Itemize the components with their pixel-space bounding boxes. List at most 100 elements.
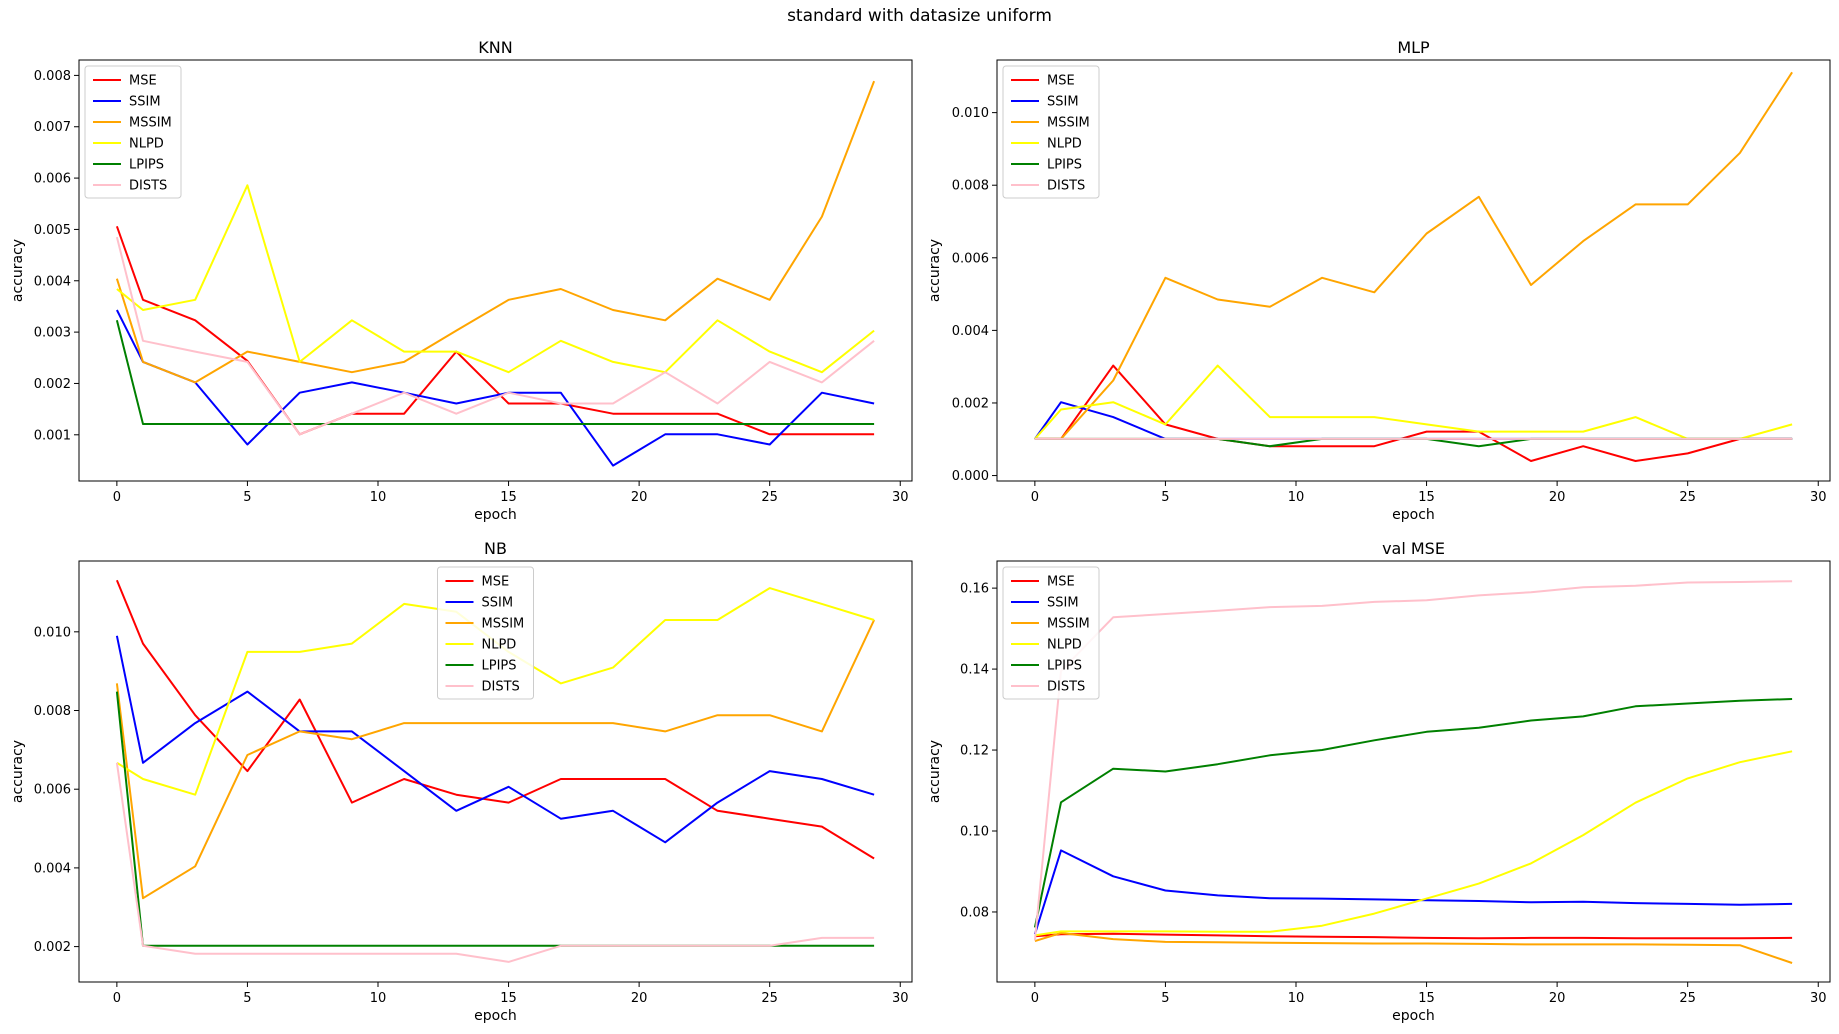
y-tick-label: 0.007	[34, 120, 71, 135]
subplot-title: MLP	[1397, 38, 1430, 57]
y-tick-label: 0.002	[952, 396, 989, 411]
y-tick-label: 0.002	[34, 940, 71, 955]
series-line-dists	[115, 236, 875, 436]
series-line-mssim	[1034, 71, 1793, 440]
x-tick-label: 20	[1549, 490, 1566, 505]
legend-label-mse: MSE	[129, 74, 157, 89]
y-tick-label: 0.006	[34, 172, 71, 187]
y-tick-label: 0.10	[960, 825, 989, 840]
series-line-lpips	[1034, 437, 1793, 448]
legend-label-lpips: LPIPS	[1047, 659, 1082, 674]
x-tick-label: 15	[500, 991, 517, 1006]
x-tick-label: 5	[243, 490, 251, 505]
legend-label-mse: MSE	[1047, 74, 1075, 89]
x-tick-label: 30	[1810, 991, 1827, 1006]
subplot-val-mse: val MSE 0 5 10 15 20 25 30 0.08 0.10 0.12 0.14 0.16 e…	[927, 539, 1831, 1024]
y-tick-label: 0.08	[960, 905, 989, 920]
x-tick-label: 30	[892, 991, 909, 1006]
x-tick-label: 25	[1679, 490, 1696, 505]
legend-label-dists: DISTS	[1047, 680, 1085, 695]
subplot-title: KNN	[478, 38, 512, 57]
x-axis-label: epoch	[474, 1008, 517, 1024]
legend-label-dists: DISTS	[129, 179, 167, 194]
y-axis-label: accuracy	[927, 740, 943, 803]
plot-frame	[996, 560, 1831, 983]
series-line-nlpd	[1034, 750, 1793, 937]
legend-label-ssim: SSIM	[1047, 95, 1079, 110]
series-line-mssim	[115, 80, 876, 384]
y-axis-label: accuracy	[10, 239, 26, 302]
legend: MSE SSIM MSSIM NLPD LPIPS DISTS	[1002, 566, 1100, 700]
y-tick-label: 0.004	[34, 861, 71, 876]
y-axis-label: accuracy	[10, 740, 26, 803]
legend-label-ssim: SSIM	[482, 596, 514, 611]
x-tick-label: 25	[1679, 991, 1696, 1006]
x-tick-label: 30	[892, 490, 909, 505]
series-line-dists	[115, 762, 875, 963]
y-tick-label: 0.008	[34, 69, 71, 84]
x-tick-label: 10	[1288, 991, 1305, 1006]
legend: MSE SSIM MSSIM NLPD LPIPS DISTS	[437, 566, 534, 700]
x-tick-label: 0	[113, 490, 121, 505]
series-line-mssim	[1034, 932, 1793, 964]
subplot-knn: KNN 0 5 10 15 20 25 30 0.001 0.002 0.003 0.004 0.005…	[10, 38, 913, 523]
legend-label-nlpd: NLPD	[482, 638, 517, 653]
subplot-title: NB	[484, 539, 507, 558]
legend-label-mssim: MSSIM	[1047, 617, 1090, 632]
x-axis-label: epoch	[474, 507, 517, 523]
x-tick-label: 10	[1288, 490, 1305, 505]
x-tick-label: 5	[1161, 490, 1169, 505]
legend-label-mse: MSE	[1047, 575, 1075, 590]
series-line-mse	[115, 225, 875, 436]
x-tick-label: 15	[1418, 490, 1435, 505]
x-axis-label: epoch	[1392, 507, 1435, 523]
x-tick-label: 30	[1810, 490, 1827, 505]
legend-label-mssim: MSSIM	[482, 617, 525, 632]
y-tick-label: 0.008	[952, 179, 989, 194]
x-tick-label: 20	[631, 991, 648, 1006]
subplot-title: val MSE	[1382, 539, 1445, 558]
y-tick-label: 0.000	[952, 469, 989, 484]
x-tick-label: 10	[370, 490, 387, 505]
figure-title: standard with datasize uniform	[787, 6, 1052, 26]
series-line-ssim	[1034, 401, 1793, 440]
x-tick-label: 0	[1031, 991, 1039, 1006]
x-tick-label: 0	[113, 991, 121, 1006]
series-line-nlpd	[1034, 364, 1793, 440]
series-line-lpips	[115, 691, 875, 947]
y-tick-label: 0.002	[34, 377, 71, 392]
y-tick-label: 0.004	[952, 324, 989, 339]
legend-label-lpips: LPIPS	[482, 659, 517, 674]
legend: MSE SSIM MSSIM NLPD LPIPS DISTS	[84, 65, 182, 199]
x-tick-label: 10	[370, 991, 387, 1006]
legend-label-dists: DISTS	[482, 680, 520, 695]
series-line-mse	[1034, 364, 1793, 462]
series-line-nlpd	[116, 184, 875, 374]
series-line-dists	[1033, 580, 1793, 941]
legend-label-mssim: MSSIM	[129, 116, 172, 131]
legend: MSE SSIM MSSIM NLPD LPIPS DISTS	[1002, 65, 1100, 199]
series-line-mssim	[115, 619, 876, 900]
subplot-nb: NB 0 5 10 15 20 25 30 0.002 0.004 0.006 0.008 0.010 e…	[10, 539, 913, 1024]
y-tick-label: 0.004	[34, 274, 71, 289]
series-line-ssim	[116, 309, 875, 467]
plot-frame	[78, 59, 913, 482]
legend-label-lpips: LPIPS	[1047, 158, 1082, 173]
y-tick-label: 0.14	[960, 663, 989, 678]
legend-label-mse: MSE	[482, 575, 510, 590]
y-tick-label: 0.006	[952, 251, 989, 266]
plot-frame	[996, 59, 1831, 482]
x-tick-label: 0	[1031, 490, 1039, 505]
legend-label-nlpd: NLPD	[1047, 638, 1082, 653]
y-tick-label: 0.010	[952, 106, 989, 121]
y-tick-label: 0.16	[960, 582, 989, 597]
x-tick-label: 20	[631, 490, 648, 505]
series-line-lpips	[115, 320, 875, 425]
y-tick-label: 0.008	[34, 704, 71, 719]
x-tick-label: 20	[1549, 991, 1566, 1006]
x-tick-label: 25	[761, 490, 778, 505]
y-tick-label: 0.001	[34, 428, 71, 443]
y-tick-label: 0.006	[34, 783, 71, 798]
legend-label-nlpd: NLPD	[1047, 137, 1082, 152]
y-tick-label: 0.010	[34, 625, 71, 640]
